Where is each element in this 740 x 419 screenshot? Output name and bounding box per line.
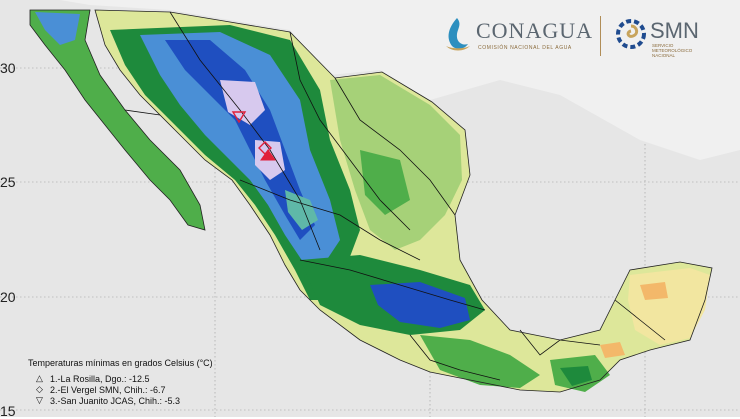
sierra-cold-violet-north: [220, 80, 265, 125]
legend-entry-1: △ 1.-La Rosilla, Dgo.: -12.5: [36, 373, 213, 384]
legend-entry-label: 1.-La Rosilla, Dgo.: -12.5: [50, 373, 150, 384]
state-borders: [124, 11, 666, 381]
plateau-green-patch: [360, 150, 410, 215]
y-tick-30: 30: [0, 60, 16, 76]
us-land: [60, 0, 740, 160]
yucatan-orange: [640, 282, 668, 300]
diamond-icon: ◇: [36, 384, 43, 394]
conagua-logo-text: CONAGUA: [476, 18, 593, 43]
legend-entry-label: 3.-San Juanito JCAS, Chih.: -5.3: [50, 395, 181, 406]
country-outline: [94, 9, 713, 393]
sierra-deep-blue: [165, 40, 315, 240]
y-tick-20: 20: [0, 289, 16, 305]
station-marker-3-triangle-down: [231, 111, 247, 124]
baja-outline: [29, 9, 206, 231]
chiapas-dark: [560, 366, 592, 386]
sierra-teal: [285, 190, 318, 230]
oaxaca-green: [420, 335, 540, 388]
smn-logo-text: SMN: [650, 18, 699, 43]
triangle-down-icon: ▽: [36, 395, 43, 405]
logo-divider: [600, 16, 601, 56]
tabasco-orange: [600, 342, 625, 358]
smn-logo-icon: [616, 19, 646, 49]
baja-cold-core: [35, 12, 80, 45]
branding-header: CONAGUA COMISIÓN NACIONAL DEL AGUA SMN S…: [440, 12, 730, 60]
y-tick-15: 15: [0, 403, 16, 419]
baja-california: [30, 10, 205, 230]
smn-logo-subtitle: SERVICIO METEOROLÓGICO NACIONAL: [652, 43, 693, 58]
triangle-up-icon: △: [36, 373, 43, 383]
conagua-logo-icon: [446, 18, 470, 51]
legend-entry-label: 2.-El Vergel SMN, Chih.: -6.7: [50, 384, 166, 395]
legend-title: Temperaturas mínimas en grados Celsius (…: [28, 358, 213, 368]
station-marker-1-triangle-up: [260, 149, 276, 161]
transvolcanic-blue: [370, 282, 470, 328]
station-legend: Temperaturas mínimas en grados Celsius (…: [28, 358, 213, 406]
conagua-logo-subtitle: COMISIÓN NACIONAL DEL AGUA: [478, 45, 572, 51]
y-tick-25: 25: [0, 174, 16, 190]
legend-entry-2: ◇ 2.-El Vergel SMN, Chih.: -6.7: [36, 384, 213, 395]
legend-entry-3: ▽ 3.-San Juanito JCAS, Chih.: -5.3: [36, 395, 213, 406]
